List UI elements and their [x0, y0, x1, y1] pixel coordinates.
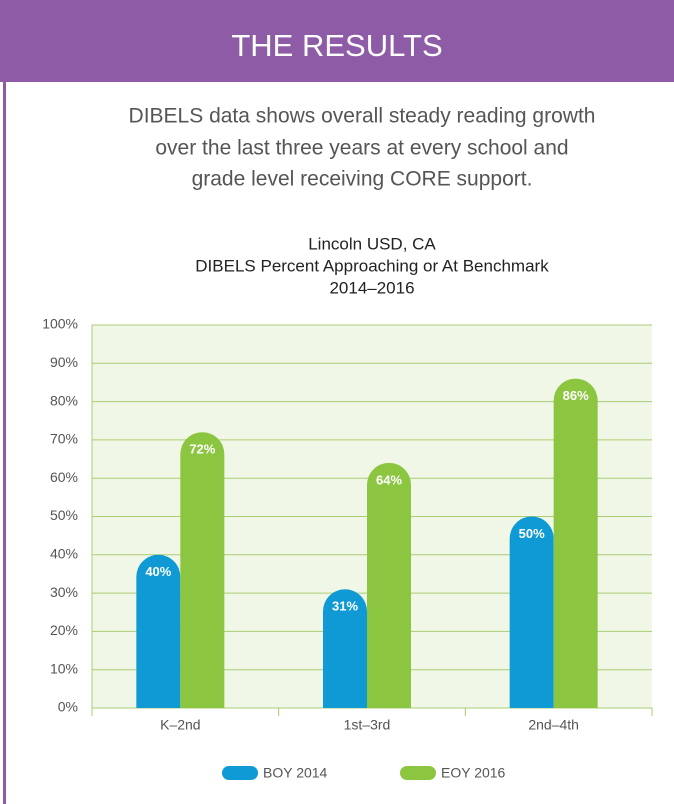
y-tick-label: 20%	[50, 622, 78, 638]
chart-title: 2014–2016	[329, 278, 414, 297]
value-label: 64%	[376, 472, 402, 487]
value-label: 31%	[332, 599, 358, 614]
y-tick-label: 10%	[50, 660, 78, 676]
y-tick-label: 50%	[50, 507, 78, 523]
y-tick-label: 90%	[50, 354, 78, 370]
y-tick-label: 100%	[42, 316, 78, 332]
intro-line: DIBELS data shows overall steady reading…	[129, 105, 596, 128]
legend-label: EOY 2016	[441, 765, 506, 781]
bar	[509, 516, 554, 708]
y-tick-label: 80%	[50, 392, 78, 408]
x-tick-label: 1st–3rd	[344, 717, 391, 733]
legend-swatch	[400, 766, 436, 780]
value-label: 40%	[145, 564, 171, 579]
value-label: 86%	[563, 388, 589, 403]
legend-label: BOY 2014	[263, 765, 328, 781]
chart-title: DIBELS Percent Approaching or At Benchma…	[195, 256, 549, 275]
intro-line: grade level receiving CORE support.	[192, 168, 533, 191]
bar	[136, 554, 181, 708]
header-band	[0, 0, 674, 82]
x-tick-label: 2nd–4th	[528, 717, 579, 733]
left-border	[3, 82, 6, 804]
bar	[180, 432, 225, 708]
x-tick-label: K–2nd	[160, 717, 200, 733]
value-label: 72%	[189, 442, 215, 457]
header-title: THE RESULTS	[231, 28, 442, 63]
bar	[323, 589, 367, 708]
value-label: 50%	[519, 526, 545, 541]
y-tick-label: 0%	[58, 699, 78, 715]
bar	[553, 378, 598, 708]
y-tick-label: 60%	[50, 469, 78, 485]
legend-swatch	[222, 766, 258, 780]
chart-title: Lincoln USD, CA	[308, 234, 436, 253]
y-tick-label: 70%	[50, 431, 78, 447]
bar	[367, 462, 411, 708]
y-tick-label: 30%	[50, 584, 78, 600]
y-tick-label: 40%	[50, 546, 78, 562]
intro-line: over the last three years at every schoo…	[155, 137, 568, 160]
